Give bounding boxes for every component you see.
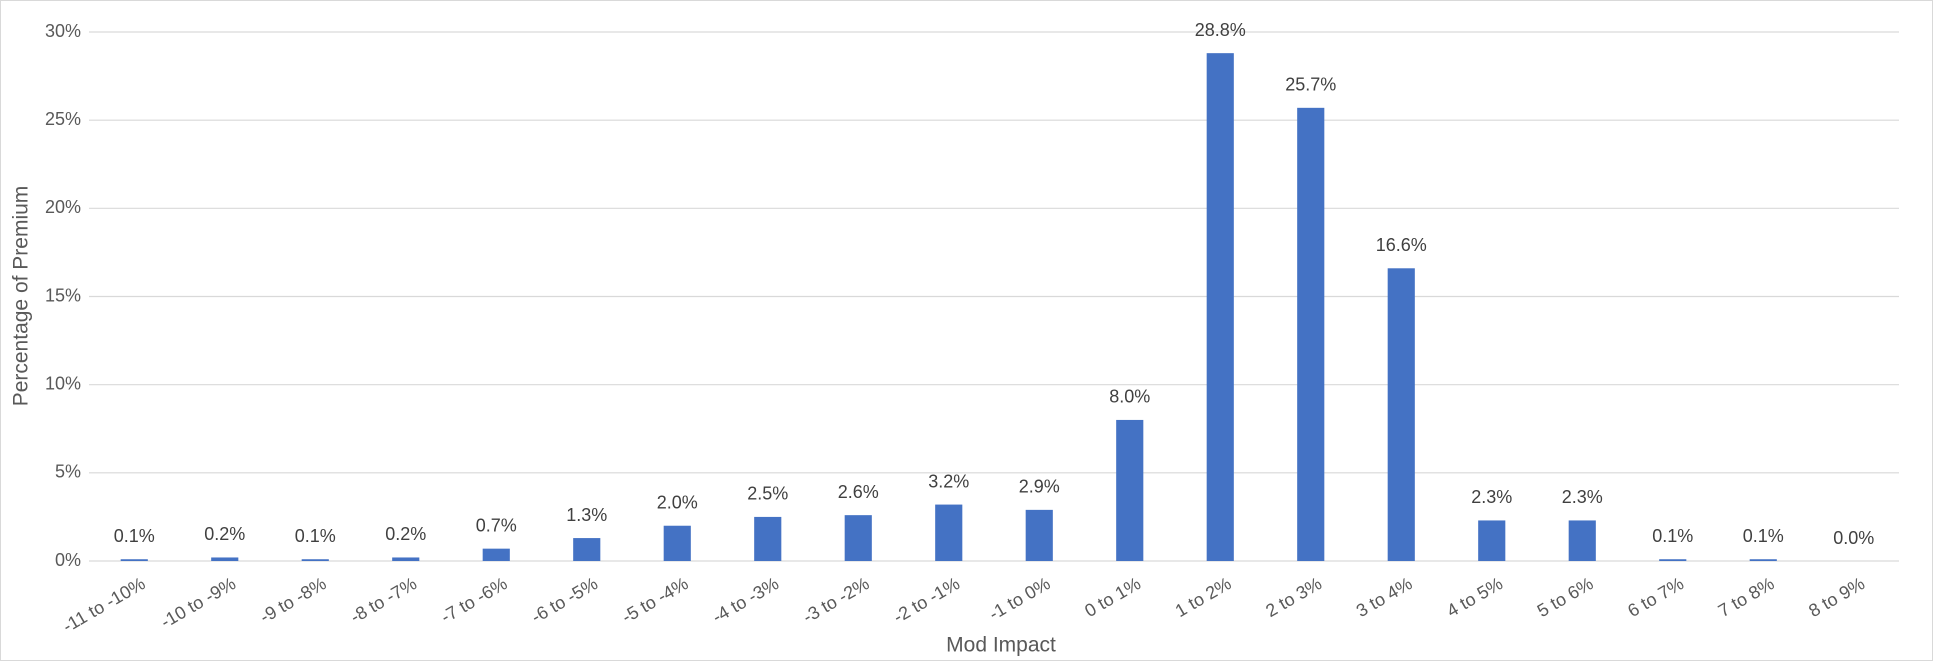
value-label: 0.2% <box>385 524 426 544</box>
value-label: 0.0% <box>1833 528 1874 548</box>
y-tick-label: 15% <box>45 285 81 305</box>
bar <box>1025 509 1053 561</box>
bar <box>754 516 782 561</box>
bar <box>301 559 329 561</box>
y-axis-title: Percentage of Premium <box>10 186 33 407</box>
bar <box>1749 559 1777 561</box>
bar <box>573 538 601 561</box>
y-tick-label: 10% <box>45 373 81 393</box>
value-label: 25.7% <box>1285 75 1336 95</box>
value-label: 2.3% <box>1471 487 1512 507</box>
y-tick-label: 0% <box>55 550 81 570</box>
x-axis-title: Mod Impact <box>946 634 1056 657</box>
y-tick-label: 30% <box>45 21 81 41</box>
bar <box>1659 559 1687 561</box>
bar <box>844 515 872 561</box>
value-label: 0.1% <box>1652 526 1693 546</box>
value-label: 2.9% <box>1019 477 1060 497</box>
value-label: 16.6% <box>1376 235 1427 255</box>
value-label: 0.2% <box>204 524 245 544</box>
value-label: 2.6% <box>838 482 879 502</box>
y-tick-label: 25% <box>45 109 81 129</box>
value-label: 2.0% <box>657 492 698 512</box>
bar <box>1568 520 1596 561</box>
value-label: 0.1% <box>1743 526 1784 546</box>
bar <box>482 548 510 561</box>
value-label: 3.2% <box>928 471 969 491</box>
bar <box>935 504 963 561</box>
bar <box>120 559 148 561</box>
value-label: 0.1% <box>114 526 155 546</box>
value-label: 0.7% <box>476 515 517 535</box>
value-label: 8.0% <box>1109 387 1150 407</box>
value-label: 2.3% <box>1562 487 1603 507</box>
y-tick-label: 5% <box>55 462 81 482</box>
value-label: 1.3% <box>566 505 607 525</box>
bar <box>1387 268 1415 561</box>
bar <box>1297 107 1325 561</box>
value-label: 2.5% <box>747 484 788 504</box>
bar <box>392 557 420 561</box>
bar <box>1206 53 1234 561</box>
bar <box>663 525 691 561</box>
y-tick-label: 20% <box>45 197 81 217</box>
value-label: 28.8% <box>1195 20 1246 40</box>
bar <box>1478 520 1506 561</box>
bar <box>211 557 239 561</box>
value-label: 0.1% <box>295 526 336 546</box>
bar <box>1116 419 1144 561</box>
